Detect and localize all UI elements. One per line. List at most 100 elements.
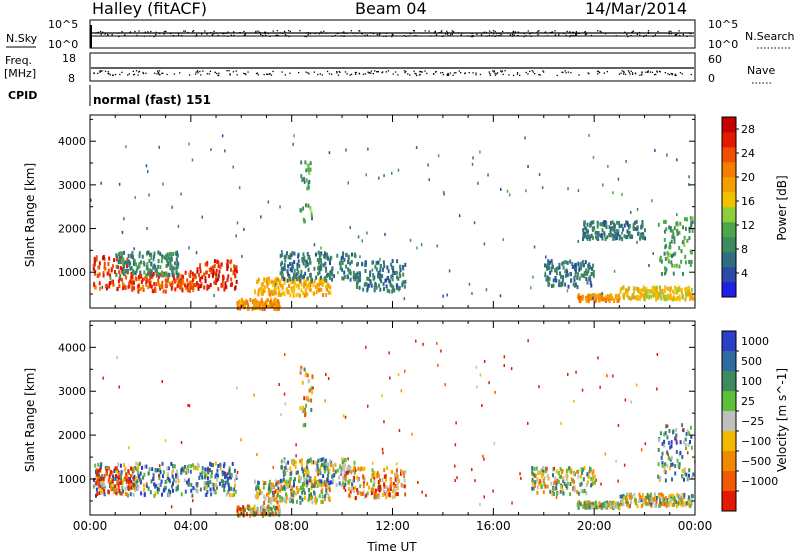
freq-dot bbox=[339, 71, 341, 73]
data-cell bbox=[293, 272, 295, 277]
velocity-colorbar-segment bbox=[722, 411, 736, 432]
freq-dot bbox=[209, 70, 211, 72]
x-tick-label: 00:00 bbox=[678, 519, 713, 533]
speckle-cell bbox=[224, 149, 226, 153]
nsky-dot bbox=[502, 30, 504, 33]
data-cell bbox=[640, 225, 643, 230]
data-cell bbox=[118, 284, 121, 288]
nsky-dot bbox=[444, 33, 447, 35]
data-cell bbox=[613, 234, 616, 239]
data-cell bbox=[395, 468, 398, 473]
data-cell bbox=[387, 269, 390, 274]
data-cell bbox=[633, 289, 636, 294]
x-tick-label: 04:00 bbox=[174, 519, 209, 533]
data-cell bbox=[690, 434, 693, 439]
data-cell bbox=[619, 235, 622, 240]
data-cell bbox=[605, 297, 608, 302]
data-cell bbox=[107, 262, 110, 266]
data-cell bbox=[671, 263, 674, 268]
data-cell bbox=[299, 459, 301, 464]
data-cell bbox=[588, 297, 590, 302]
data-cell bbox=[360, 466, 363, 471]
speckle-cell bbox=[440, 349, 442, 353]
speckle-cell bbox=[471, 162, 474, 166]
data-cell bbox=[325, 285, 328, 290]
data-cell bbox=[543, 481, 546, 486]
speckle-cell bbox=[328, 151, 331, 155]
data-cell bbox=[220, 262, 223, 267]
data-cell bbox=[688, 259, 691, 264]
data-cell bbox=[362, 467, 365, 472]
nsky-dot bbox=[597, 30, 599, 32]
power-colorbar-tick-label: 28 bbox=[741, 123, 755, 136]
data-cell bbox=[680, 290, 683, 295]
data-cell bbox=[559, 271, 561, 276]
data-cell bbox=[617, 501, 619, 506]
data-cell bbox=[315, 275, 318, 280]
data-cell bbox=[551, 492, 554, 497]
data-cell bbox=[166, 476, 169, 480]
speckle-cell bbox=[397, 373, 400, 377]
speckle-cell bbox=[180, 441, 183, 444]
data-cell bbox=[177, 486, 179, 491]
data-cell bbox=[688, 236, 691, 241]
speckle-cell bbox=[221, 134, 224, 138]
data-cell bbox=[398, 286, 401, 290]
speckle-cell bbox=[371, 461, 374, 465]
data-cell bbox=[582, 237, 584, 241]
speckle-cell bbox=[281, 250, 283, 253]
data-cell bbox=[275, 297, 278, 302]
data-cell bbox=[641, 493, 644, 498]
data-cell bbox=[678, 230, 681, 235]
freq-dot bbox=[266, 73, 269, 75]
freq-dot bbox=[244, 73, 246, 75]
data-cell bbox=[206, 467, 209, 472]
data-cell bbox=[112, 282, 115, 287]
data-cell bbox=[279, 271, 282, 276]
data-cell bbox=[626, 234, 629, 239]
data-cell bbox=[554, 276, 557, 280]
data-cell bbox=[311, 374, 314, 379]
data-cell bbox=[277, 480, 280, 485]
data-cell bbox=[257, 292, 260, 297]
data-cell bbox=[281, 274, 284, 279]
freq-dot bbox=[494, 72, 496, 74]
data-cell bbox=[686, 238, 689, 243]
data-cell bbox=[103, 485, 106, 490]
data-cell bbox=[126, 264, 128, 269]
data-cell bbox=[286, 278, 289, 283]
data-cell bbox=[670, 462, 673, 467]
data-cell bbox=[336, 468, 339, 473]
speckle-cell bbox=[400, 389, 403, 393]
data-cell bbox=[175, 487, 178, 492]
freq-dot bbox=[414, 72, 416, 75]
data-cell bbox=[223, 488, 226, 493]
freq-dot bbox=[493, 71, 495, 73]
data-cell bbox=[268, 288, 270, 293]
data-cell bbox=[154, 483, 157, 488]
nsky-dot bbox=[233, 34, 235, 37]
data-cell bbox=[266, 492, 268, 497]
data-cell bbox=[663, 439, 666, 444]
data-cell bbox=[240, 297, 243, 302]
data-cell bbox=[315, 467, 318, 472]
data-cell bbox=[141, 465, 143, 470]
data-cell bbox=[352, 275, 355, 280]
speckle-cell bbox=[207, 467, 210, 471]
nsky-dot bbox=[668, 30, 670, 32]
freq-dot bbox=[308, 73, 310, 75]
data-cell bbox=[622, 285, 625, 290]
speckle-cell bbox=[177, 224, 180, 228]
data-cell bbox=[196, 267, 199, 272]
data-cell bbox=[305, 483, 308, 488]
data-cell bbox=[359, 484, 362, 489]
data-cell bbox=[111, 264, 114, 269]
data-cell bbox=[309, 260, 312, 265]
data-cell bbox=[237, 505, 240, 510]
data-cell bbox=[353, 475, 356, 480]
data-cell bbox=[294, 465, 297, 470]
speckle-cell bbox=[128, 446, 130, 450]
nsky-dot bbox=[111, 34, 113, 36]
data-cell bbox=[230, 486, 232, 491]
